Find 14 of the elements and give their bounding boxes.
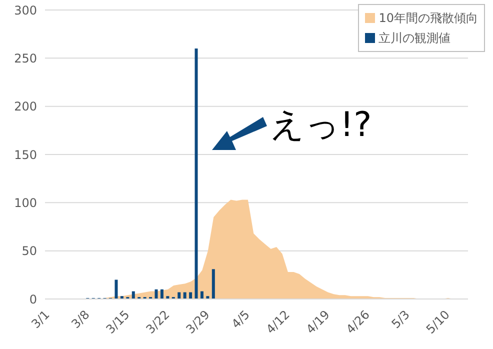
y-tick-label: 0	[29, 292, 37, 306]
y-tick-label: 150	[14, 148, 37, 162]
x-tick-label: 3/8	[68, 308, 92, 332]
legend-label: 10年間の飛散傾向	[378, 10, 478, 27]
y-tick-label: 300	[14, 3, 37, 18]
y-tick-label: 50	[22, 244, 37, 258]
y-tick-label: 100	[14, 196, 37, 210]
x-tick-label: 4/5	[228, 308, 252, 332]
x-tick-label: 5/3	[388, 308, 412, 332]
legend-label: 立川の観測値	[378, 30, 452, 47]
annotation: えっ!?	[270, 104, 372, 147]
y-tick-label: 200	[14, 100, 37, 114]
y-tick-label: 250	[14, 51, 37, 66]
x-tick-label: 3/1	[28, 308, 52, 332]
